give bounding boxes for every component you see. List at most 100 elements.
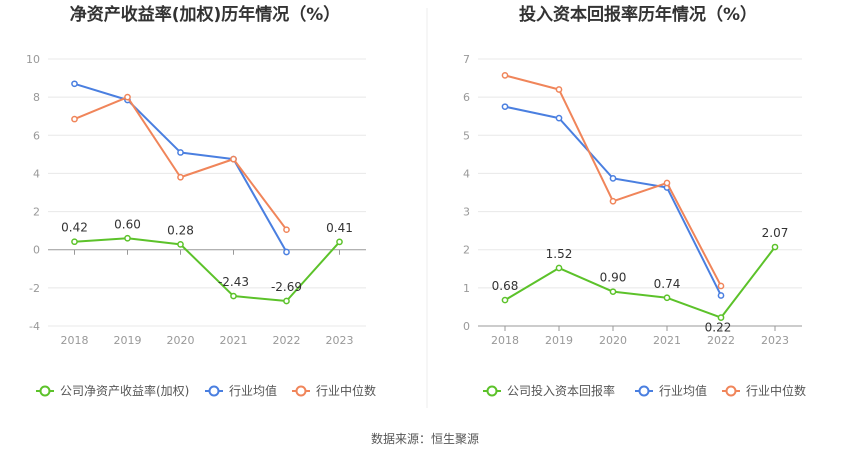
roe-legend-label: 行业均值 bbox=[229, 383, 277, 398]
roe-data-labels: 0.42 0.60 0.28 -2.43 -2.69 0.41 bbox=[61, 217, 353, 294]
roe-data-label: 0.41 bbox=[326, 221, 353, 235]
roe-series-line-0 bbox=[74, 237, 341, 303]
roe-series-point-0 bbox=[124, 234, 131, 242]
roe-series-point-2 bbox=[177, 173, 184, 181]
roic-data-label: 0.22 bbox=[705, 321, 732, 335]
roic-series-point-2 bbox=[501, 72, 509, 79]
roe-series-point-0 bbox=[336, 238, 343, 246]
roe-y-tick-label: -4 bbox=[29, 320, 40, 333]
roe-series-point-0 bbox=[230, 292, 237, 300]
roic-y-tick-label: 3 bbox=[463, 206, 470, 219]
roe-y-tick-label: 4 bbox=[33, 167, 40, 180]
roe-data-label: 0.42 bbox=[61, 221, 88, 235]
roic-data-label: 0.90 bbox=[600, 271, 627, 285]
roe-series-point-2 bbox=[71, 115, 78, 123]
roic-axis: 0 1 2 3 4 5 6 7 2018 2019 2020 2021 2022 2023 bbox=[463, 53, 789, 347]
roic-x-tick-label: 2019 bbox=[545, 334, 573, 347]
roe-series-point-2 bbox=[230, 155, 237, 163]
roic-y-tick-label: 0 bbox=[463, 320, 470, 333]
roe-series bbox=[71, 80, 343, 305]
roic-y-tick-label: 2 bbox=[463, 244, 470, 257]
roic-series-point-0 bbox=[501, 296, 509, 304]
roic-data-label: 0.68 bbox=[492, 279, 519, 293]
roe-data-label: -2.69 bbox=[271, 280, 302, 294]
roic-chart-title: 投入资本回报率历年情况（%） bbox=[519, 4, 757, 25]
roe-grid bbox=[48, 58, 366, 327]
roe-legend-label: 行业中位数 bbox=[316, 383, 376, 398]
roic-series-point-1 bbox=[555, 114, 563, 122]
roic-legend-label: 公司投入资本回报率 bbox=[507, 383, 615, 398]
roic-data-label: 2.07 bbox=[762, 226, 789, 240]
roe-series-point-1 bbox=[283, 248, 290, 256]
roe-x-tick-label: 2023 bbox=[326, 334, 354, 347]
roic-series-point-2 bbox=[663, 179, 671, 187]
roic-series-point-2 bbox=[609, 197, 617, 205]
roe-x-tick-label: 2021 bbox=[220, 334, 248, 347]
roe-legend-swatch-marker bbox=[39, 385, 51, 397]
roe-y-tick-label: 2 bbox=[33, 206, 40, 219]
roic-series bbox=[501, 72, 779, 321]
roic-series-line-0 bbox=[504, 246, 776, 319]
roic-series-point-1 bbox=[717, 292, 725, 299]
roic-data-label: 0.74 bbox=[654, 277, 681, 291]
roic-series-point-0 bbox=[717, 314, 725, 321]
roic-y-tick-label: 5 bbox=[463, 129, 470, 142]
roe-legend-swatch-marker bbox=[295, 385, 307, 397]
roic-x-tick-label: 2018 bbox=[491, 334, 519, 347]
roic-x-tick-label: 2021 bbox=[653, 334, 681, 347]
roe-axis: -4 -2 0 2 4 6 8 10 2018 2019 2020 2021 2022 2023 bbox=[26, 53, 354, 347]
roic-x-tick-label: 2023 bbox=[761, 334, 789, 347]
roe-y-tick-label: 0 bbox=[33, 244, 40, 257]
roic-y-tick-label: 6 bbox=[463, 91, 470, 104]
roic-legend-swatch-marker bbox=[638, 385, 650, 397]
roe-series-point-2 bbox=[124, 93, 131, 101]
roic-series-point-1 bbox=[609, 175, 617, 182]
roic-series-point-0 bbox=[771, 243, 779, 251]
roic-x-tick-label: 2020 bbox=[599, 334, 627, 347]
roe-series-point-1 bbox=[177, 149, 184, 156]
roic-series-point-0 bbox=[609, 288, 617, 296]
roic-legend-swatch-marker bbox=[486, 385, 498, 397]
roe-data-label: 0.60 bbox=[114, 217, 141, 231]
roe-y-tick-label: -2 bbox=[29, 282, 40, 295]
roic-data-label: 1.52 bbox=[546, 247, 573, 261]
roic-x-tick-label: 2022 bbox=[707, 334, 735, 347]
roic-legend-label: 行业均值 bbox=[659, 383, 707, 398]
roe-chart: 净资产收益率(加权)历年情况（%） -4 -2 0 2 4 6 8 10 2018 2019 202… bbox=[26, 4, 376, 398]
roe-x-tick-label: 2022 bbox=[273, 334, 301, 347]
roe-x-tick-label: 2020 bbox=[167, 334, 195, 347]
roe-legend-swatch-marker bbox=[208, 385, 220, 397]
roic-y-tick-label: 7 bbox=[463, 53, 470, 66]
roic-legend: 公司投入资本回报率 行业均值 行业中位数 bbox=[483, 383, 806, 398]
roe-series-point-0 bbox=[283, 297, 290, 305]
roic-y-tick-label: 1 bbox=[463, 282, 470, 295]
roic-legend-swatch-marker bbox=[725, 385, 737, 397]
roe-legend-label: 公司净资产收益率(加权) bbox=[60, 383, 189, 398]
roe-series-point-1 bbox=[71, 80, 78, 88]
roe-data-label: 0.28 bbox=[167, 223, 194, 237]
roic-chart: 投入资本回报率历年情况（%） 0 1 2 3 4 5 6 7 2018 2019 2020 2021 2… bbox=[463, 4, 806, 398]
roic-series-point-1 bbox=[501, 103, 509, 111]
roic-series-point-2 bbox=[555, 86, 563, 93]
roic-series-point-2 bbox=[717, 282, 725, 290]
roe-x-tick-label: 2018 bbox=[61, 334, 89, 347]
roic-data-labels: 0.68 1.52 0.90 0.74 0.22 2.07 bbox=[492, 226, 789, 335]
roe-series-point-0 bbox=[71, 238, 78, 246]
roe-data-label: -2.43 bbox=[218, 275, 249, 289]
roe-series-line-2 bbox=[74, 96, 288, 231]
roic-series-point-0 bbox=[663, 294, 671, 302]
roe-x-tick-label: 2019 bbox=[114, 334, 142, 347]
roe-y-tick-label: 8 bbox=[33, 91, 40, 104]
roic-series-point-0 bbox=[555, 264, 563, 272]
roe-series-point-2 bbox=[283, 226, 290, 234]
roe-chart-title: 净资产收益率(加权)历年情况（%） bbox=[70, 4, 341, 25]
roe-legend: 公司净资产收益率(加权) 行业均值 行业中位数 bbox=[36, 383, 376, 398]
roe-series-point-0 bbox=[177, 241, 184, 248]
roe-y-tick-label: 10 bbox=[26, 53, 40, 66]
source-note: 数据来源：恒生聚源 bbox=[371, 431, 479, 446]
roe-y-tick-label: 6 bbox=[33, 129, 40, 142]
roic-y-tick-label: 4 bbox=[463, 167, 470, 180]
roic-grid bbox=[478, 58, 802, 327]
roic-legend-label: 行业中位数 bbox=[746, 383, 806, 398]
